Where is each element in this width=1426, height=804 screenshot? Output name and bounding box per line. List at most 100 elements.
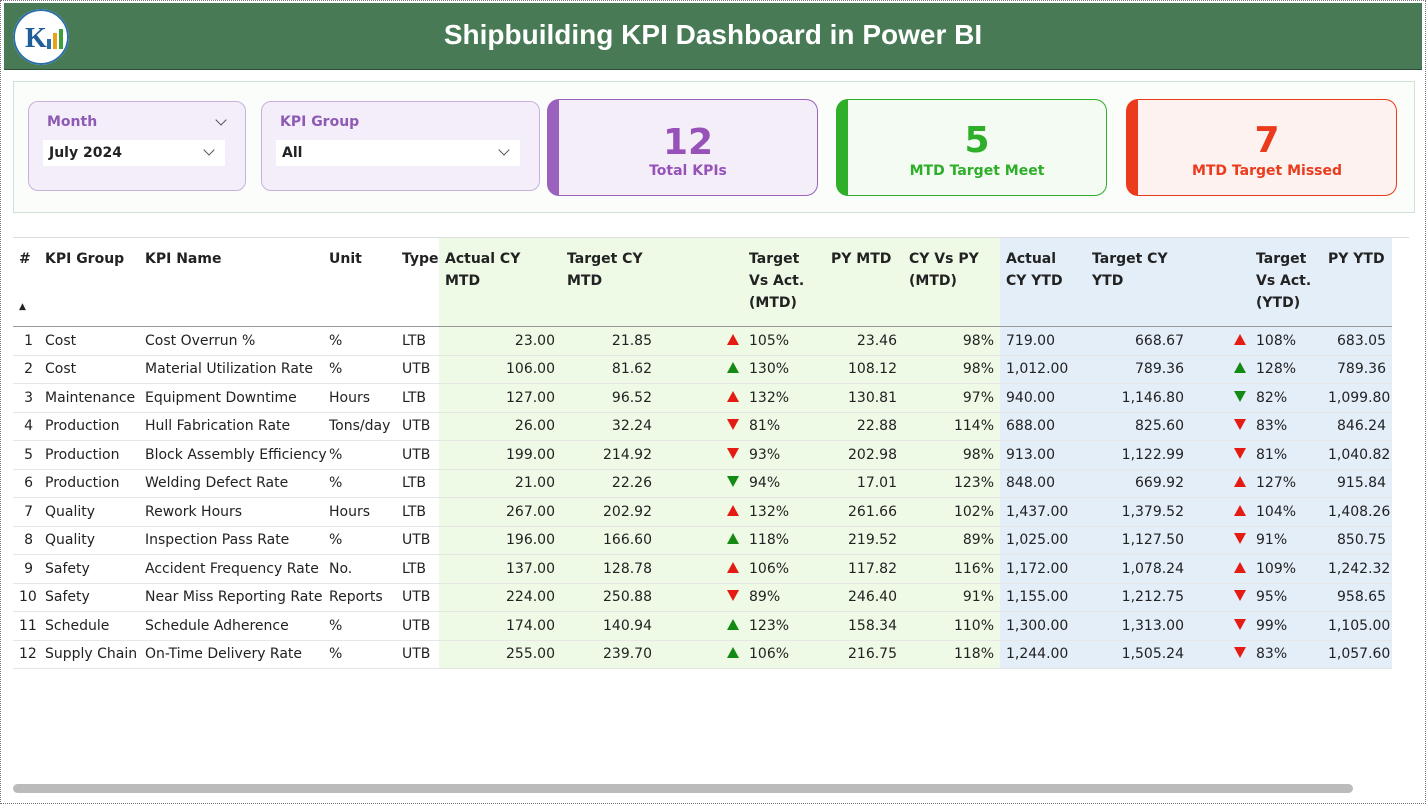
status-arrow — [727, 561, 739, 573]
header-cell — [658, 238, 743, 327]
table-cell: 825.60 — [1086, 412, 1190, 441]
header-cell: Target Vs Act. (MTD) — [743, 238, 825, 327]
table-cell: Production — [39, 469, 139, 498]
table-cell: 22.26 — [561, 469, 658, 498]
table-cell: Quality — [39, 526, 139, 555]
table-cell: 267.00 — [439, 497, 561, 527]
table-cell: 1,313.00 — [1086, 611, 1190, 641]
table-cell: 1,300.00 — [1000, 611, 1086, 641]
table-cell: UTB — [396, 611, 439, 641]
status-cell — [658, 497, 743, 527]
table-cell: Rework Hours — [139, 497, 323, 527]
table-cell: 12 — [13, 640, 39, 669]
status-cell — [1190, 412, 1250, 441]
table-cell: 2 — [13, 355, 39, 384]
data-row: 8 Quality Inspection Pass Rate% UTB 196.00 16… — [13, 526, 1392, 555]
table-cell: 82% — [1250, 383, 1322, 413]
table-cell: UTB — [396, 412, 439, 441]
slicer-label: KPI Group — [280, 114, 360, 130]
table-cell: 1,146.80 — [1086, 383, 1190, 413]
table-cell: UTB — [396, 583, 439, 612]
card-label: MTD Target Missed — [1191, 163, 1343, 179]
table-cell: 11 — [13, 611, 39, 641]
table-cell: 913.00 — [1000, 440, 1086, 470]
table-cell: 10 — [13, 583, 39, 612]
status-arrow — [1234, 419, 1246, 431]
table-cell: 97% — [903, 383, 1000, 413]
header-cell: PY YTD — [1322, 238, 1392, 327]
table-cell: 99% — [1250, 611, 1322, 641]
table-cell: 21.85 — [561, 326, 658, 356]
data-row: 4 Production Hull Fabrication Rate Tons/day… — [13, 412, 1392, 441]
table-cell: Material Utilization Rate — [139, 355, 323, 384]
table-cell: 81% — [743, 412, 825, 441]
table-cell: % — [323, 469, 396, 498]
status-cell — [658, 469, 743, 498]
table-cell: 1,242.32 — [1322, 554, 1392, 584]
table-cell: 106% — [743, 554, 825, 584]
table-cell: 683.05 — [1322, 326, 1392, 356]
table-cell: 1,437.00 — [1000, 497, 1086, 527]
table-cell: 132% — [743, 383, 825, 413]
header-cell: Type — [396, 238, 439, 327]
scrollbar[interactable] — [13, 784, 1353, 793]
table-cell: UTB — [396, 640, 439, 669]
kpi-card: 12 Total KPIs — [547, 99, 818, 196]
status-cell — [1190, 383, 1250, 413]
table-cell: 214.92 — [561, 440, 658, 470]
header-cell: KPI Group — [39, 238, 139, 327]
status-arrow — [1234, 561, 1246, 573]
status-cell — [1190, 583, 1250, 612]
table-cell: 1,078.24 — [1086, 554, 1190, 584]
table-cell: Cost Overrun % — [139, 326, 323, 356]
table-cell: 8 — [13, 526, 39, 555]
status-arrow — [727, 618, 739, 630]
table-cell: 158.34 — [825, 611, 903, 641]
table-cell: % — [323, 526, 396, 555]
month-slicer[interactable]: Month July 2024 — [28, 101, 246, 191]
table-cell: Block Assembly Efficiency — [139, 440, 327, 470]
status-cell — [1190, 554, 1250, 584]
table-cell: 21.00 — [439, 469, 561, 498]
table-cell: 255.00 — [439, 640, 561, 669]
table-cell: 23.46 — [825, 326, 903, 356]
kpi-group-slicer[interactable]: KPI Group All — [261, 101, 540, 191]
table-cell: 117.82 — [825, 554, 903, 584]
header-cell — [1190, 238, 1250, 327]
status-arrow — [727, 504, 739, 516]
status-cell — [658, 554, 743, 584]
table-cell: 239.70 — [561, 640, 658, 669]
table-cell: 98% — [903, 355, 1000, 384]
table-cell: 848.00 — [1000, 469, 1086, 498]
table-cell: Tons/day — [323, 412, 396, 441]
table-cell: 789.36 — [1086, 355, 1190, 384]
table-cell: 846.24 — [1322, 412, 1392, 441]
status-cell — [1190, 526, 1250, 555]
status-cell — [658, 326, 743, 356]
table-cell: 118% — [903, 640, 1000, 669]
table-cell: 106% — [743, 640, 825, 669]
status-cell — [658, 355, 743, 384]
status-cell — [658, 440, 743, 470]
status-arrow — [727, 647, 739, 659]
table-cell: 1,012.00 — [1000, 355, 1086, 384]
table-cell: Production — [39, 412, 139, 441]
table-cell: 23.00 — [439, 326, 561, 356]
tbody: 1 Cost Cost Overrun %% LTB 23.00 21.85 105% 23.… — [13, 326, 1392, 669]
table-cell: 114% — [903, 412, 1000, 441]
table-cell: 5 — [13, 440, 39, 470]
table-cell: 105% — [743, 326, 825, 356]
slicer-dropdown[interactable]: July 2024 — [43, 140, 225, 166]
slicer-dropdown[interactable]: All — [276, 140, 520, 166]
table-cell: UTB — [396, 355, 439, 384]
table-cell: 26.00 — [439, 412, 561, 441]
table-cell: 3 — [13, 383, 39, 413]
table-cell: 1 — [13, 326, 39, 356]
table-cell: 1,127.50 — [1086, 526, 1190, 555]
table-cell: 102% — [903, 497, 1000, 527]
table-cell: 17.01 — [825, 469, 903, 498]
status-arrow — [727, 590, 739, 602]
status-cell — [658, 526, 743, 555]
table-cell: % — [323, 355, 396, 384]
table-cell: 94% — [743, 469, 825, 498]
